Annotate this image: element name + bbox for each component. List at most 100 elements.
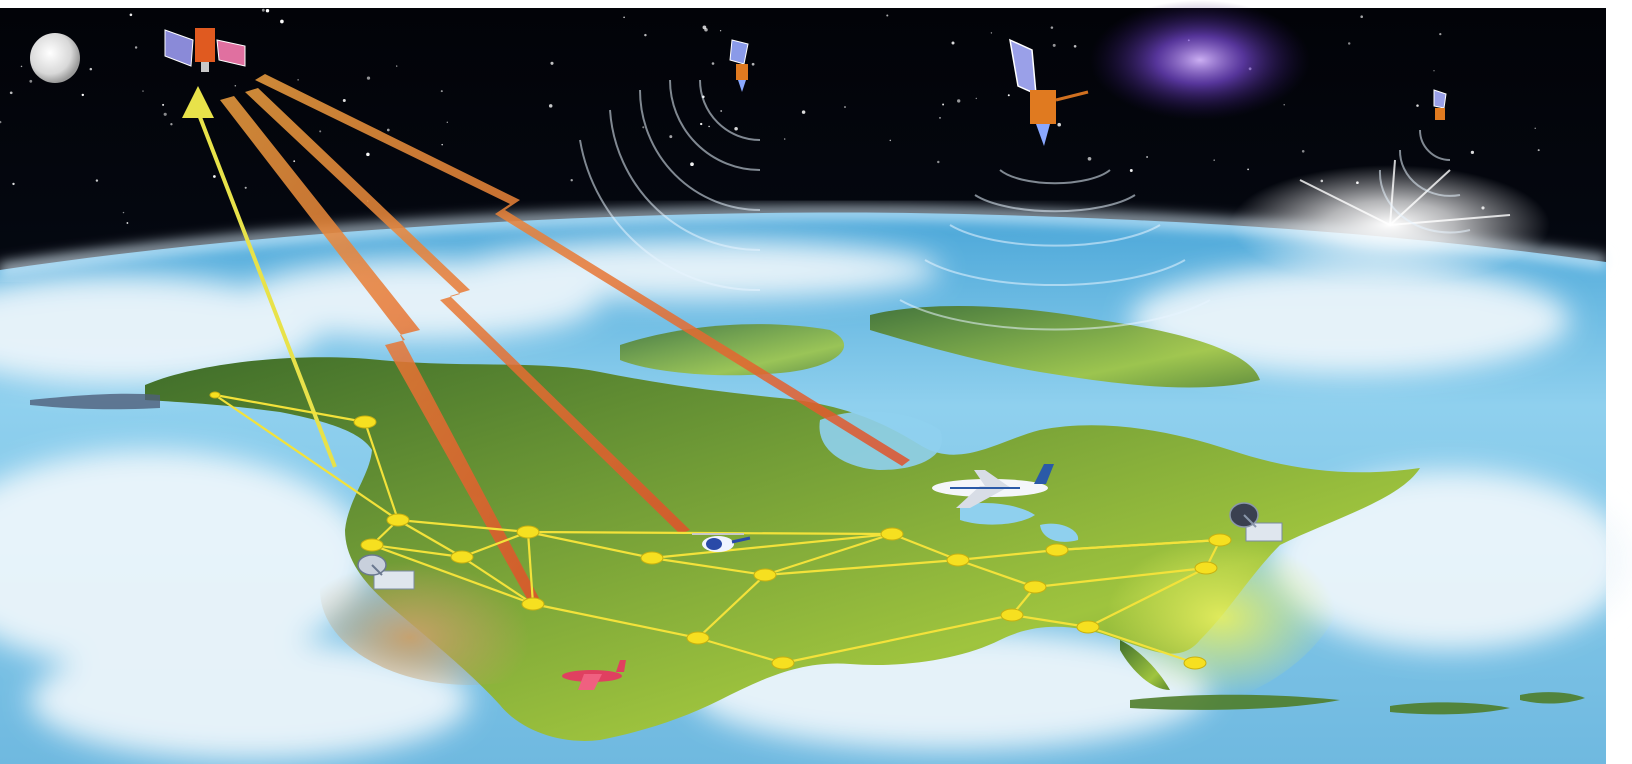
network-link — [697, 574, 766, 639]
star — [129, 13, 133, 17]
star — [1416, 104, 1419, 107]
airplane-icon — [932, 464, 1054, 508]
network-link — [764, 532, 893, 577]
network-link — [697, 636, 784, 665]
network-link — [527, 530, 653, 560]
star — [939, 117, 941, 119]
network-link — [461, 530, 529, 559]
network-link — [957, 548, 1058, 562]
satellite-icon — [164, 28, 246, 72]
star — [990, 32, 993, 34]
network-link — [214, 393, 366, 424]
star — [1129, 169, 1133, 172]
nebula — [1090, 0, 1310, 120]
star — [342, 99, 346, 102]
star — [1470, 150, 1475, 155]
network-node — [360, 538, 384, 552]
star — [951, 41, 955, 45]
star — [126, 222, 129, 224]
network-link — [1087, 567, 1207, 628]
network-link — [764, 558, 959, 577]
star — [720, 110, 723, 112]
star — [1073, 44, 1077, 48]
star — [1534, 127, 1536, 129]
network-link — [397, 518, 529, 534]
star — [20, 65, 23, 68]
star — [265, 9, 270, 13]
network-node — [1023, 580, 1047, 594]
star — [801, 110, 806, 114]
star — [170, 123, 173, 126]
star — [690, 162, 694, 167]
network-link — [532, 602, 699, 640]
network-node — [880, 527, 904, 541]
network-node — [1045, 543, 1069, 557]
star — [1146, 156, 1149, 158]
star — [751, 62, 755, 66]
star — [440, 90, 443, 93]
star — [1283, 104, 1285, 106]
star — [669, 135, 673, 139]
network-node — [771, 656, 795, 670]
network-link — [1011, 613, 1089, 629]
star — [1301, 150, 1305, 153]
network-node — [1000, 608, 1024, 622]
star — [957, 99, 961, 103]
star — [1537, 149, 1540, 152]
star — [734, 127, 738, 131]
network-link — [651, 532, 893, 560]
star — [213, 175, 216, 178]
network-node — [1194, 561, 1218, 575]
network-node — [1183, 656, 1207, 670]
network-node — [640, 551, 664, 565]
moon-icon — [30, 33, 80, 83]
star — [366, 152, 370, 157]
network-nodes — [209, 391, 1232, 670]
signal-ripples — [579, 79, 1471, 331]
star — [163, 112, 167, 116]
network-node — [686, 631, 710, 645]
star — [1439, 32, 1442, 36]
star — [1087, 156, 1092, 161]
star — [297, 79, 299, 81]
star — [9, 91, 13, 95]
star — [1433, 70, 1435, 72]
network-node — [386, 513, 410, 527]
network-node — [753, 568, 777, 582]
star — [704, 28, 708, 32]
network-link — [1034, 566, 1207, 589]
star — [0, 120, 2, 124]
star — [446, 121, 448, 123]
star — [1057, 122, 1061, 127]
satellite-icon — [729, 39, 749, 92]
star — [162, 103, 165, 106]
small-plane-icon — [562, 660, 626, 690]
star — [12, 182, 15, 186]
star — [261, 8, 265, 12]
star — [366, 76, 371, 80]
star — [937, 160, 940, 164]
star — [293, 160, 296, 163]
satellite-icon — [1009, 38, 1089, 146]
network-node — [516, 525, 540, 539]
network-link — [651, 556, 766, 577]
network-link — [891, 532, 959, 562]
network-node — [1076, 620, 1100, 634]
star — [1213, 159, 1215, 161]
network-node — [450, 550, 474, 564]
star — [548, 104, 553, 108]
network-link — [1087, 625, 1196, 665]
network-link — [371, 543, 534, 606]
network-node — [1208, 533, 1232, 547]
star — [1050, 26, 1054, 29]
star — [122, 211, 125, 214]
network-node — [946, 553, 970, 567]
network-node — [353, 415, 377, 429]
star — [550, 61, 554, 65]
star — [886, 14, 889, 17]
network-link — [371, 543, 463, 559]
network-link — [397, 519, 463, 558]
ground-station-icon — [1229, 502, 1283, 542]
star — [783, 138, 786, 140]
